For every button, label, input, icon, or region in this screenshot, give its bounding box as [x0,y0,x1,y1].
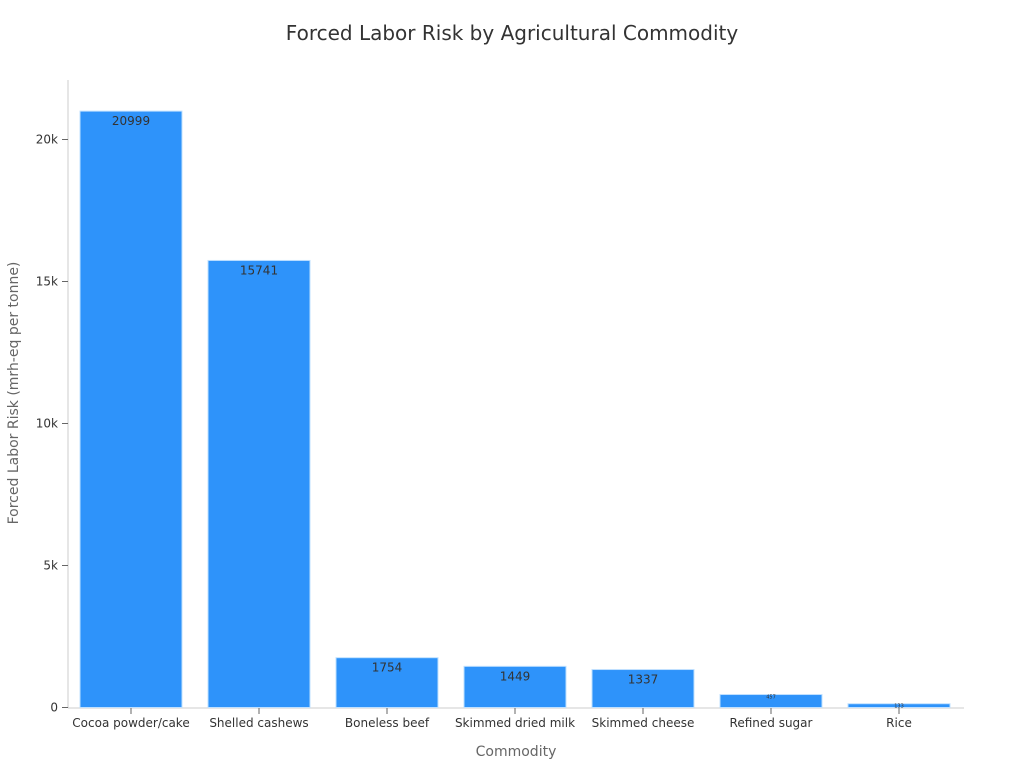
bar [719,694,823,708]
x-tick-label: Boneless beef [345,716,430,730]
bar [335,657,439,708]
x-axis-label: Commodity [476,744,557,760]
data-label: 457 [766,695,776,701]
x-tick-label: Skimmed dried milk [455,716,575,730]
data-label: 20999 [112,114,150,128]
x-tick-label: Cocoa powder/cake [72,716,189,730]
chart-title: Forced Labor Risk by Agricultural Commod… [286,21,739,45]
x-tick-label: Refined sugar [730,716,813,730]
x-tick-label: Rice [886,716,912,730]
y-axis-label: Forced Labor Risk (mrh-eq per tonne) [6,262,22,525]
y-tick-label: 5k [43,559,58,573]
y-tick-label: 20k [36,133,58,147]
y-tick-label: 10k [36,417,58,431]
y-tick-label: 15k [36,275,58,289]
data-label: 1754 [372,661,403,675]
data-label: 1449 [500,669,531,683]
bar [207,259,311,708]
data-label: 15741 [240,263,278,277]
data-label: 133 [894,704,904,710]
bar [79,110,183,708]
bar [591,669,695,708]
bar [847,703,951,708]
y-tick-label: 0 [50,701,58,715]
data-label: 1337 [628,673,659,687]
x-tick-label: Skimmed cheese [592,716,695,730]
bar [463,665,567,708]
x-tick-label: Shelled cashews [209,716,308,730]
